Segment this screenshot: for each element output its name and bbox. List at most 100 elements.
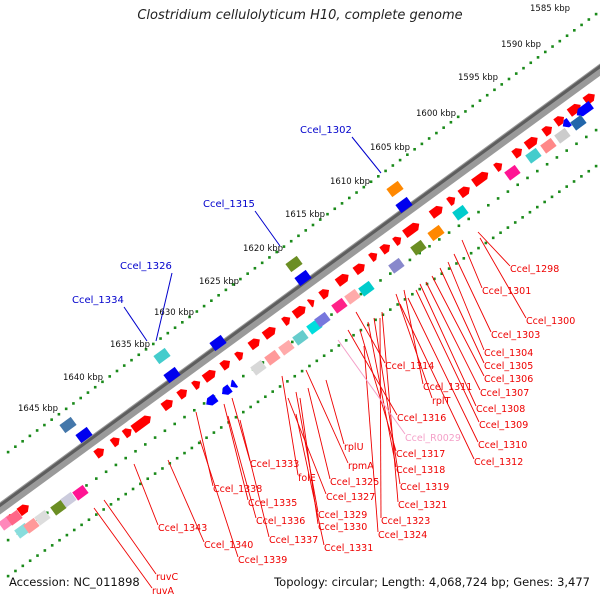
ruler-tick-label: 1620 kbp (243, 244, 283, 254)
red-leader-line (431, 275, 485, 377)
inner-ruler-dot (87, 518, 91, 522)
red-gene-label: Ccel_1343 (158, 523, 207, 534)
inner-ruler-dot (161, 467, 164, 470)
forward-gene-arrow-shape (511, 148, 523, 159)
inner-ruler-dot (594, 128, 598, 132)
gene-box (23, 517, 40, 534)
red-leader-line (133, 463, 159, 526)
red-gene-label: Ccel_1327 (326, 492, 375, 503)
forward-gene-arrow-shape (16, 504, 29, 517)
forward-gene-arrow (109, 437, 120, 448)
red-gene-label: Ccel_1339 (238, 555, 287, 566)
leaders-group (93, 136, 527, 589)
feature-box (163, 366, 181, 384)
inner-ruler-dot (109, 503, 113, 506)
red-gene-label: Ccel_1324 (378, 530, 427, 541)
outer-ruler-dot (456, 115, 460, 119)
inner-ruler-dot (173, 422, 176, 426)
outer-ruler-dot (529, 61, 533, 65)
forward-gene-arrow (16, 504, 29, 517)
outer-ruler-dot (326, 212, 329, 216)
red-gene-label: rplT (432, 396, 451, 407)
gene-box (388, 257, 405, 274)
inner-ruler-dot (202, 402, 206, 405)
inner-ruler-dot (550, 195, 554, 199)
inner-ruler-dot (278, 385, 282, 388)
inner-ruler-dot (163, 429, 167, 433)
feature-box (395, 196, 413, 214)
inner-ruler-dot (462, 257, 466, 260)
gene-box (250, 359, 267, 376)
red-leader-line (325, 379, 345, 445)
gene-box (331, 297, 348, 314)
blue-gene-label: Ccel_1315 (203, 199, 255, 210)
red-leader-line (239, 419, 270, 538)
red-gene-label: ruvA (152, 586, 175, 597)
outer-ruler-dot (246, 272, 249, 275)
forward-gene-arrow (130, 415, 151, 434)
red-leader-line (373, 317, 401, 485)
red-gene-label: Ccel_1325 (330, 477, 379, 488)
forward-gene-arrow-shape (402, 222, 420, 238)
inner-ruler-dot (381, 313, 385, 317)
inner-ruler-dot (183, 415, 186, 419)
red-gene-label: Ccel_1310 (478, 440, 527, 451)
inner-ruler-dot (36, 554, 39, 557)
outer-ruler-dot (166, 331, 170, 335)
inner-ruler-dot (491, 236, 495, 240)
inner-ruler-dot (467, 217, 470, 221)
outer-ruler-dot (558, 39, 562, 43)
red-leader-line (453, 253, 492, 333)
backbone-group (0, 63, 600, 515)
forward-gene-arrow (553, 116, 565, 127)
outer-ruler-dot (420, 142, 424, 146)
outer-ruler-dot (231, 283, 235, 286)
forward-gene-arrow (541, 126, 553, 137)
outer-ruler-dot (57, 412, 61, 416)
outer-ruler-dot (282, 245, 286, 248)
outer-ruler-dot (64, 407, 68, 411)
inner-ruler-dot (249, 405, 252, 409)
inner-ruler-dot (513, 221, 517, 224)
red-gene-label: Ccel_1305 (484, 361, 533, 372)
gene-box (60, 491, 77, 508)
inner-ruler-dot (205, 436, 208, 440)
outer-ruler-dot (173, 326, 177, 330)
map-title: Clostridium cellulolyticum H10, complete… (137, 8, 463, 23)
inner-ruler-dot (565, 149, 568, 152)
outer-ruler-dot (391, 164, 395, 167)
inner-ruler-dot (144, 443, 147, 446)
gene-box (34, 509, 51, 526)
gene-box (314, 311, 331, 328)
red-gene-label: Ccel_1304 (484, 348, 533, 359)
outer-ruler-dot (217, 293, 220, 297)
red-gene-label: Ccel_1329 (318, 510, 367, 521)
forward-gene-arrow-shape (566, 103, 581, 117)
labels-group: 1585 kbp 1590 kbp 1595 kbp 1600 kbp 1605 kbp… (18, 4, 575, 597)
forward-gene-arrow-shape (176, 389, 188, 400)
outer-ruler-dot (362, 185, 366, 189)
forward-gene-arrow (379, 244, 391, 255)
red-leader-line (305, 369, 349, 464)
red-gene-label: Ccel_1321 (398, 500, 447, 511)
outer-ruler-dot (435, 131, 438, 135)
inner-ruler-dot (72, 528, 76, 532)
forward-gene-arrow-shape (318, 289, 330, 300)
inner-ruler-dot (256, 400, 260, 404)
inner-ruler-dot (337, 344, 341, 347)
inner-ruler-dot (477, 210, 480, 214)
inner-ruler-dot (134, 449, 137, 453)
inner-ruler-dot (543, 200, 546, 204)
inner-ruler-dot (580, 175, 583, 178)
gene-box (540, 137, 557, 154)
blue-leader-line (254, 210, 281, 247)
inner-ruler-dot (153, 472, 157, 475)
red-leader-line (477, 231, 511, 267)
red-leader-line (381, 311, 399, 503)
outer-ruler-dot (151, 342, 155, 346)
red-gene-label: Ccel_1308 (476, 404, 525, 415)
inner-ruler-dot (6, 574, 10, 578)
inner-ruler-dot (555, 156, 559, 159)
outer-ruler-dot (6, 450, 10, 454)
inner-ruler-dot (261, 361, 265, 364)
